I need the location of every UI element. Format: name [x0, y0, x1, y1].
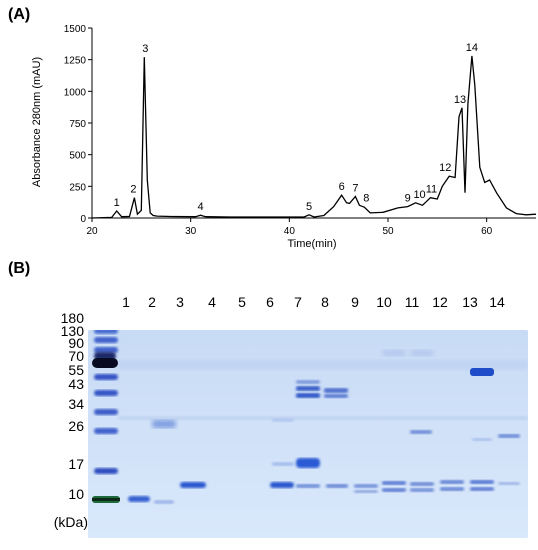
x-tick-label: 60: [481, 226, 493, 237]
lane-label: 3: [176, 294, 184, 310]
kda-unit-label: (kDa): [53, 514, 88, 530]
peak-label: 9: [405, 193, 411, 205]
chart-axes: 0 250 500 750 1000 1250 1500 20 30 40 50 60: [64, 24, 536, 237]
marker-mw-label: 17: [68, 456, 84, 472]
y-tick-label: 1500: [64, 24, 87, 35]
marker-mw-label: 90: [68, 335, 84, 351]
sds-page-gel: [88, 330, 528, 538]
gel-image: [88, 330, 528, 538]
peak-label: 10: [413, 189, 425, 201]
chromatogram-chart: 0 250 500 750 1000 1250 1500 20 30 40 50 60 12 3 4 5 6 7…: [31, 24, 537, 250]
y-tick-label: 250: [69, 182, 86, 193]
lane-label: 6: [266, 294, 274, 310]
y-tick-label: 500: [69, 151, 86, 162]
lane-label: 1: [122, 294, 130, 310]
x-tick-label: 40: [284, 226, 296, 237]
panel-b-label: (B): [8, 260, 31, 277]
x-axis-label: Time(min): [287, 238, 336, 250]
marker-mw-label: 55: [68, 362, 84, 378]
lane-label: 10: [376, 294, 392, 310]
y-tick-label: 0: [80, 214, 86, 225]
lane-label: 9: [351, 294, 359, 310]
marker-mw-label: 10: [68, 486, 84, 502]
y-tick-label: 1250: [64, 56, 87, 67]
lane-label: 7: [294, 294, 302, 310]
peak-label: 11: [426, 184, 437, 196]
panel-a-label: (A): [8, 6, 31, 23]
lane-label: 11: [404, 294, 420, 310]
sample-bands: [128, 350, 520, 504]
lane-label: 14: [489, 294, 505, 310]
lane-label: 8: [321, 294, 329, 310]
marker-mw-label: 180: [60, 310, 84, 326]
lane-label: 5: [238, 294, 246, 310]
x-tick-label: 30: [185, 226, 197, 237]
marker-mw-label: 34: [68, 396, 84, 412]
peak-label: 6: [339, 181, 345, 193]
marker-mw-label: 43: [68, 376, 84, 392]
y-axis-label: Absorbance 280nm (mAU): [31, 57, 43, 187]
lane-label: 12: [432, 294, 448, 310]
peak-label: 13: [454, 94, 466, 106]
marker-lane: [92, 330, 120, 503]
peak-label: 12: [439, 162, 451, 174]
marker-mw-label: 70: [68, 348, 84, 364]
x-tick-label: 50: [382, 226, 394, 237]
peak-label: 3: [142, 43, 148, 55]
peak-label: 4: [197, 201, 203, 213]
peak-label: 14: [466, 42, 478, 54]
peak-label: 1: [114, 197, 120, 209]
y-tick-label: 1000: [64, 87, 87, 98]
peak-label: 8: [363, 193, 369, 205]
peak-label: 5: [306, 201, 312, 213]
x-tick-label: 20: [86, 226, 98, 237]
lane-label: 4: [208, 294, 216, 310]
y-tick-label: 750: [69, 119, 86, 130]
marker-mw-label: 130: [60, 323, 84, 339]
lane-label: 13: [462, 294, 478, 310]
marker-mw-label: 26: [68, 418, 84, 434]
absorbance-trace: [91, 55, 537, 219]
peak-label: 7: [352, 182, 358, 194]
lane-label: 2: [148, 294, 156, 310]
peak-label: 2: [130, 184, 136, 196]
